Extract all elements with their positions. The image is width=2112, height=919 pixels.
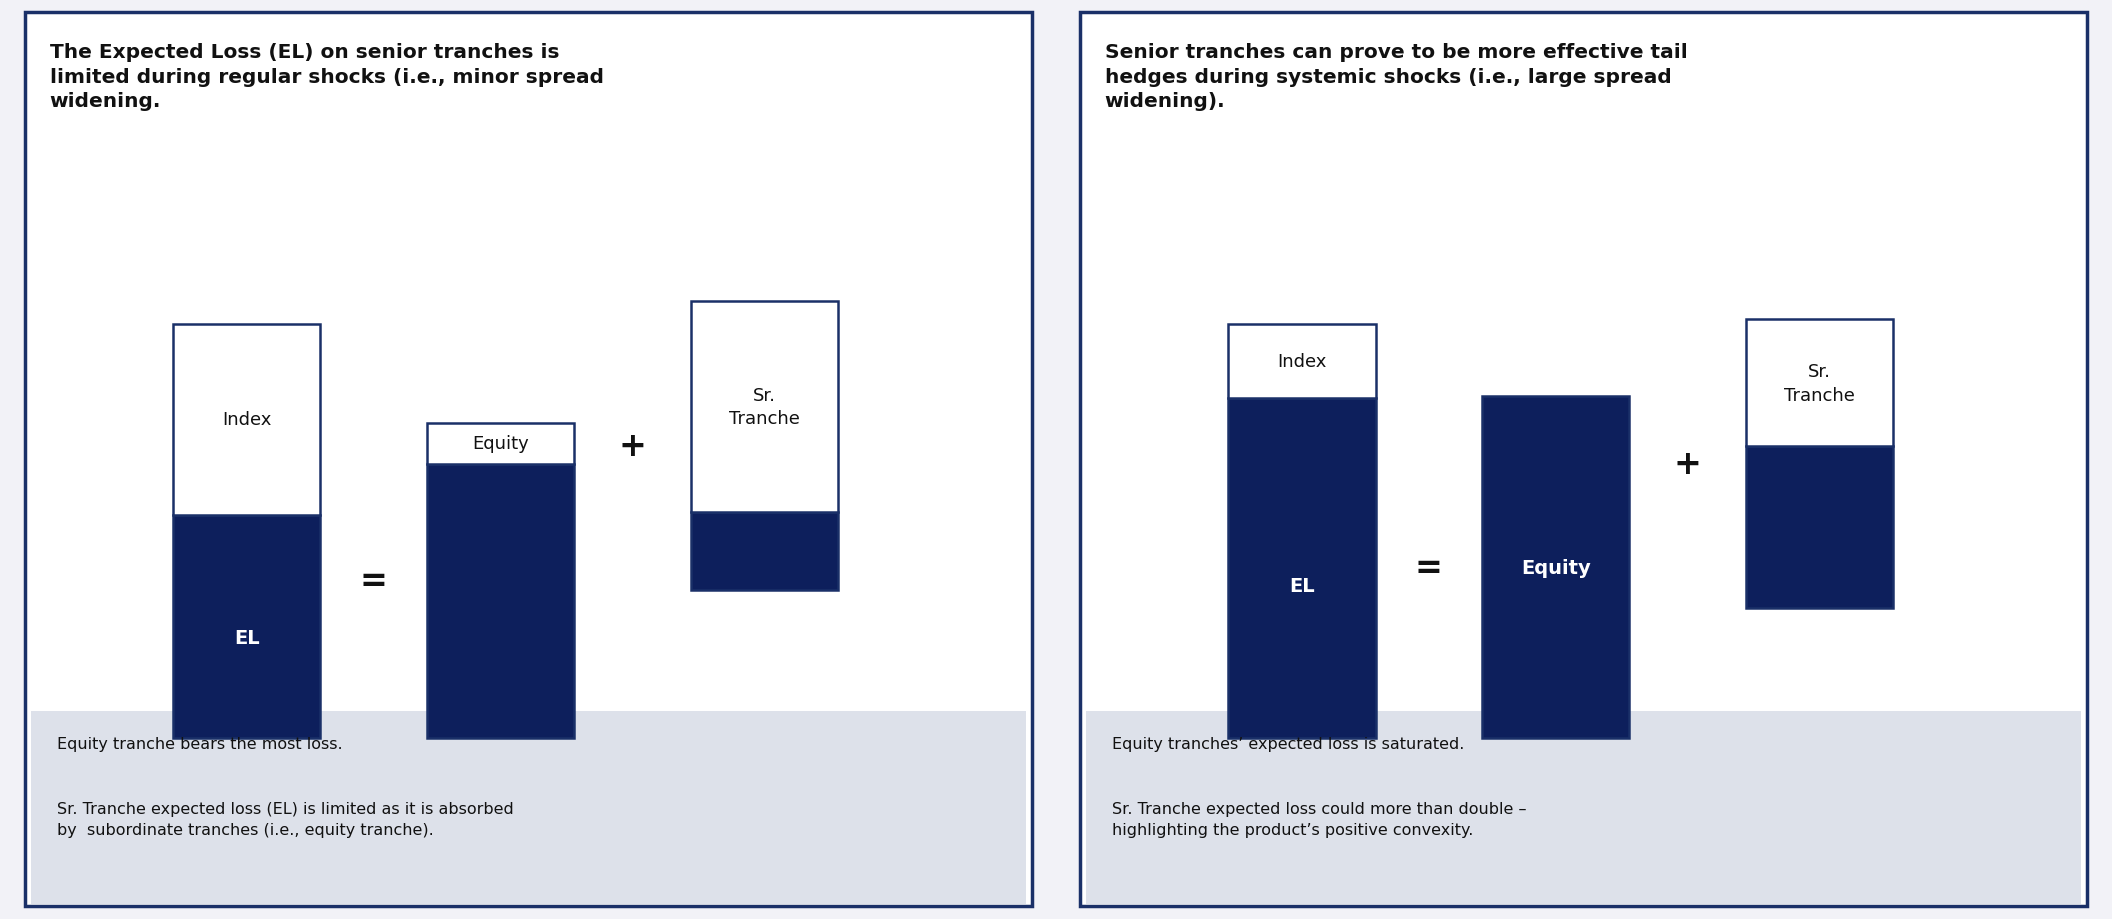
Text: Senior tranches can prove to be more effective tail
hedges during systemic shock: Senior tranches can prove to be more eff… <box>1105 43 1687 111</box>
Text: +: + <box>619 429 646 462</box>
Bar <box>1747 447 1892 608</box>
Text: Equity: Equity <box>473 435 528 453</box>
Bar <box>1747 320 1892 447</box>
Bar <box>427 464 574 739</box>
Text: Index: Index <box>1278 353 1326 370</box>
Text: =: = <box>1415 551 1442 584</box>
Bar <box>1229 399 1375 739</box>
Bar <box>427 424 574 464</box>
Text: +: + <box>1673 448 1702 481</box>
Bar <box>173 515 321 739</box>
Text: Index: Index <box>222 411 272 428</box>
Bar <box>1483 396 1628 739</box>
Text: =: = <box>359 564 389 597</box>
Bar <box>691 512 838 590</box>
Text: EL: EL <box>1288 576 1316 596</box>
Text: Equity tranche bears the most loss.: Equity tranche bears the most loss. <box>57 736 342 751</box>
Text: Sr.
Tranche: Sr. Tranche <box>1785 362 1854 404</box>
Text: The Expected Loss (EL) on senior tranches is
limited during regular shocks (i.e.: The Expected Loss (EL) on senior tranche… <box>49 43 604 111</box>
Text: Equity tranches’ expected loss is saturated.: Equity tranches’ expected loss is satura… <box>1111 736 1464 751</box>
Text: EL: EL <box>234 629 260 648</box>
Bar <box>691 301 838 512</box>
Text: Sr. Tranche expected loss could more than double –
highlighting the product’s po: Sr. Tranche expected loss could more tha… <box>1111 800 1527 837</box>
FancyBboxPatch shape <box>1081 13 2087 906</box>
FancyBboxPatch shape <box>25 13 1031 906</box>
Text: Equity: Equity <box>1521 558 1590 577</box>
Bar <box>1229 324 1375 399</box>
Text: Sr.
Tranche: Sr. Tranche <box>729 386 800 428</box>
Bar <box>173 324 321 515</box>
Text: Sr. Tranche expected loss (EL) is limited as it is absorbed
by  subordinate tran: Sr. Tranche expected loss (EL) is limite… <box>57 800 513 837</box>
Bar <box>32 710 1026 904</box>
Bar <box>1086 710 2080 904</box>
